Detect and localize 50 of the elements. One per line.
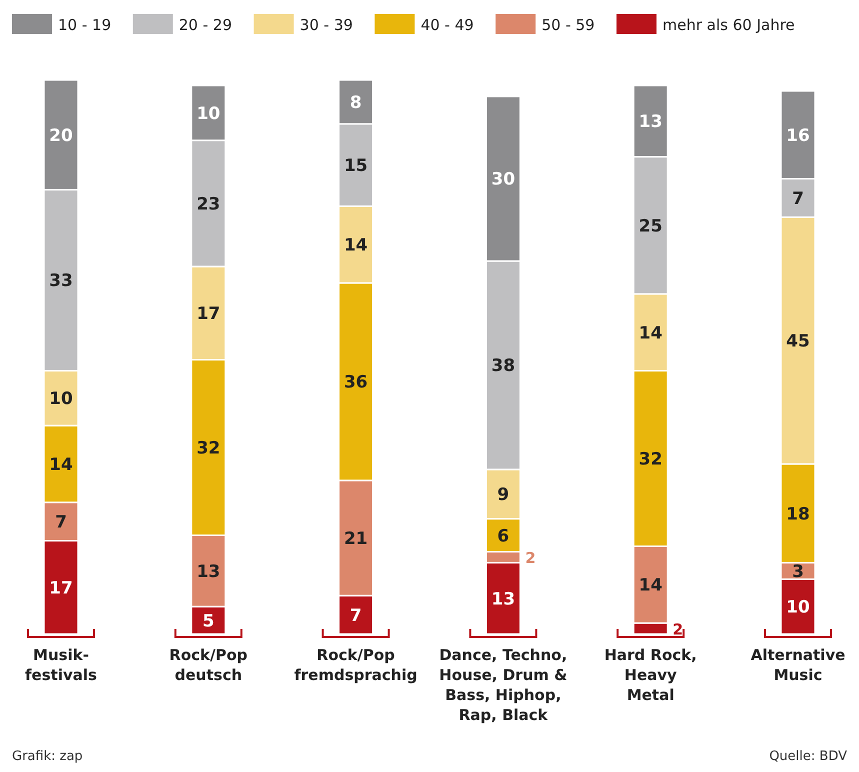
data-label: 32 — [196, 438, 220, 459]
data-label: 25 — [638, 216, 662, 236]
data-label: 45 — [786, 332, 810, 352]
data-label: 5 — [202, 611, 214, 632]
data-label: 13 — [491, 589, 516, 610]
data-label: 7 — [792, 188, 804, 209]
legend-label: 50 - 59 — [542, 16, 595, 34]
data-label: 14 — [49, 454, 73, 475]
data-label: 17 — [49, 578, 73, 598]
data-label: 17 — [196, 304, 220, 324]
legend-label: 30 - 39 — [300, 16, 353, 34]
text: Grafik: zap — [12, 749, 83, 764]
data-label: 10 — [786, 598, 810, 618]
data-label: 18 — [786, 504, 810, 524]
data-label: 20 — [49, 126, 73, 146]
legend-label: 10 - 19 — [58, 16, 112, 34]
data-label: 14 — [638, 576, 663, 596]
data-label: 36 — [344, 372, 368, 393]
data-label: 7 — [350, 606, 362, 626]
x-tick-label: Alternative Music — [750, 646, 846, 684]
data-label: 13 — [196, 562, 220, 582]
x-tick-label: Hard Rock, Heavy Metal — [604, 646, 697, 704]
data-label: 10 — [49, 389, 73, 410]
data-label: 13 — [638, 112, 662, 132]
data-label: 14 — [344, 236, 368, 256]
data-label: 6 — [497, 526, 510, 546]
data-label: 23 — [196, 194, 220, 214]
data-label: 7 — [55, 512, 67, 533]
legend-label: 40 - 49 — [420, 16, 474, 34]
x-tick-label: Dance, Techno, House, Drum & Bass, Hiphop, Rap, Black — [439, 646, 568, 724]
legend-label: 20 - 29 — [178, 16, 232, 34]
x-tick-label: Rock/Pop fremdsprachig — [294, 646, 418, 684]
data-label: 16 — [786, 126, 810, 146]
source-note: Quelle: BDV — [769, 749, 848, 764]
data-label: 21 — [344, 529, 368, 550]
data-label: 14 — [638, 323, 663, 344]
data-label: 8 — [350, 92, 362, 113]
data-label: 10 — [196, 104, 220, 124]
x-tick-label: Musik- festivals — [25, 646, 98, 684]
data-label: 33 — [49, 271, 73, 292]
data-label: 9 — [497, 485, 510, 506]
data-label: 2 — [525, 549, 536, 568]
data-label: 3 — [792, 562, 804, 582]
data-label: 2 — [672, 620, 684, 639]
x-tick-label: Rock/Pop deutsch — [169, 646, 248, 684]
data-label: 30 — [491, 170, 516, 190]
legend-label: mehr als 60 Jahre — [662, 16, 795, 34]
data-label: 32 — [638, 449, 662, 470]
data-label: 15 — [344, 156, 368, 176]
data-label: 38 — [491, 356, 516, 376]
